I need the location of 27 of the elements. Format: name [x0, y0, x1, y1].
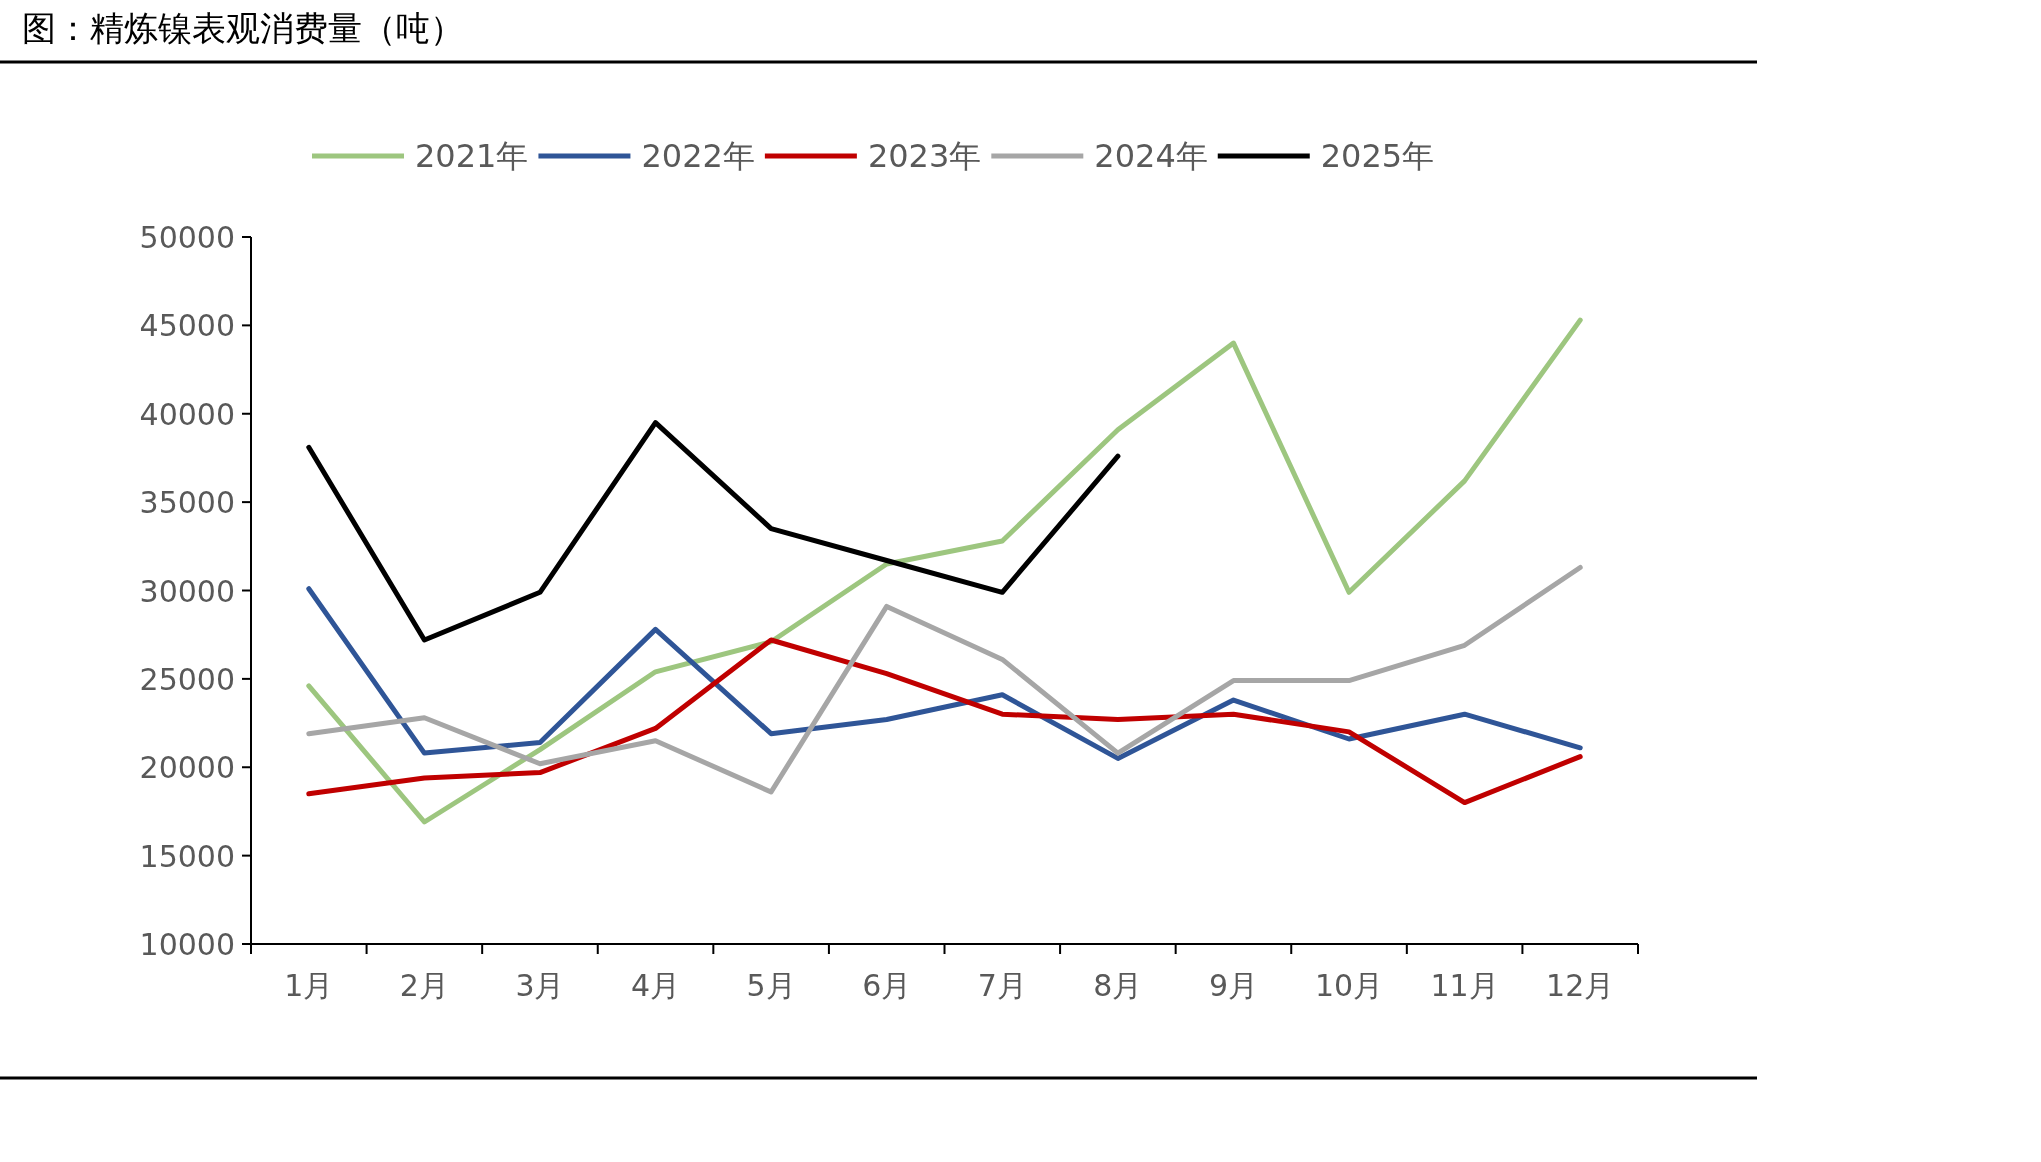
x-tick-label: 6月 — [862, 968, 912, 1003]
legend-label: 2021年 — [415, 137, 529, 175]
y-tick-label: 30000 — [139, 573, 235, 609]
x-tick-label: 7月 — [977, 968, 1027, 1003]
x-tick-label: 12月 — [1546, 968, 1615, 1003]
x-tick-label: 2月 — [399, 968, 449, 1003]
y-tick-label: 15000 — [139, 838, 235, 874]
y-tick-label: 35000 — [139, 485, 235, 521]
x-tick-label: 10月 — [1314, 968, 1384, 1003]
y-tick-label: 10000 — [139, 927, 235, 962]
x-tick-label: 5月 — [746, 968, 796, 1003]
chart-title: 图：精炼镍表观消费量（吨） — [22, 8, 464, 48]
y-tick-label: 45000 — [139, 308, 235, 344]
x-tick-label: 4月 — [630, 968, 681, 1003]
legend-label: 2023年 — [867, 137, 982, 175]
legend-label: 2022年 — [641, 137, 755, 175]
y-tick-label: 50000 — [139, 220, 235, 255]
x-tick-label: 9月 — [1208, 968, 1259, 1003]
legend-label: 2025年 — [1320, 137, 1435, 175]
x-tick-label: 3月 — [515, 968, 565, 1003]
y-tick-label: 40000 — [139, 396, 235, 432]
legend-label: 2024年 — [1094, 137, 1208, 175]
y-tick-label: 25000 — [139, 661, 235, 697]
x-tick-label: 1月 — [284, 968, 334, 1003]
x-tick-label: 11月 — [1430, 968, 1499, 1003]
y-tick-label: 20000 — [139, 750, 235, 786]
x-tick-label: 8月 — [1093, 968, 1143, 1003]
